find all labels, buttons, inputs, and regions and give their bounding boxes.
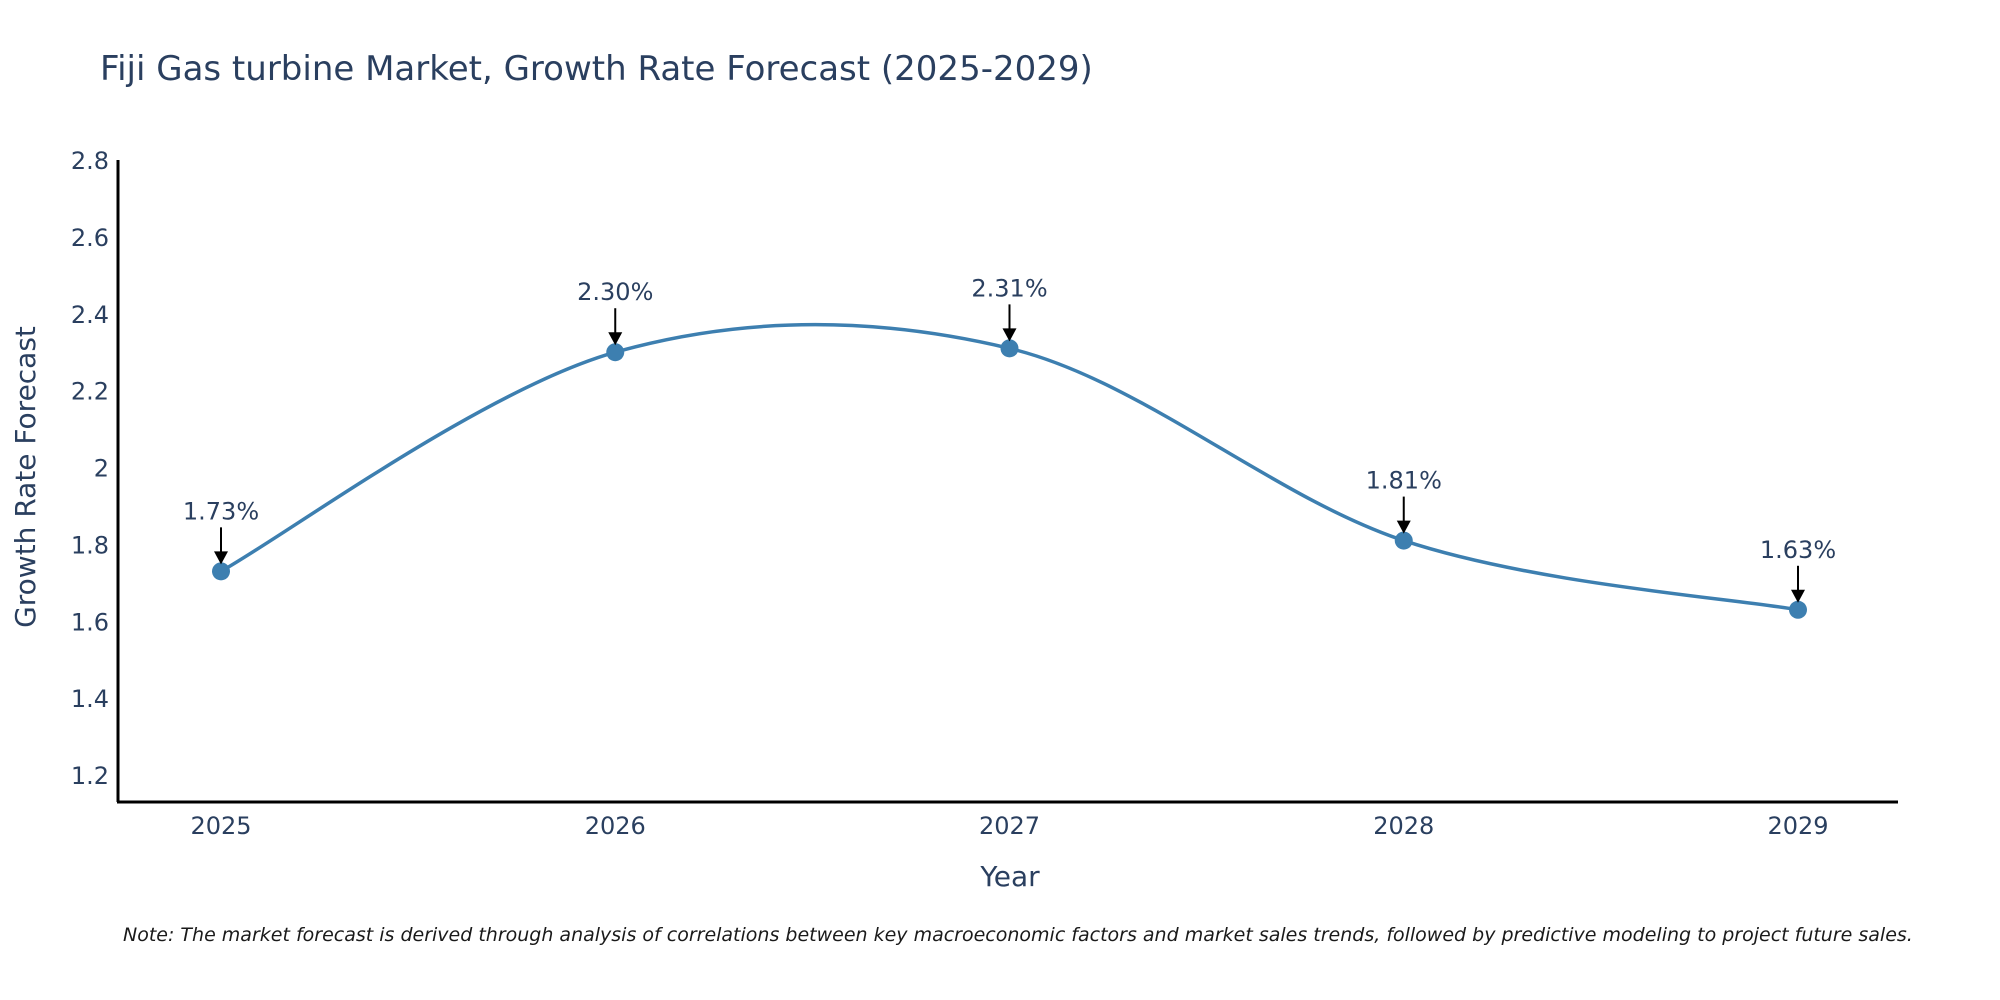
- y-tick-label: 1.8: [71, 531, 109, 559]
- chart-note: Note: The market forecast is derived thr…: [123, 924, 1913, 946]
- annotation-label: 1.63%: [1760, 536, 1836, 564]
- x-tick-label: 2027: [979, 812, 1040, 840]
- series-line: [220, 322, 1799, 612]
- y-tick-label: 2.2: [71, 378, 109, 406]
- annotation-arrow-head: [608, 332, 623, 346]
- annotation-label: 1.73%: [183, 497, 259, 525]
- y-tick-label: 2.8: [71, 147, 109, 175]
- annotation-label: 2.30%: [577, 278, 653, 306]
- annotation-label: 1.81%: [1366, 467, 1442, 495]
- data-point: [1000, 339, 1019, 358]
- annotation-arrow-head: [1002, 328, 1017, 342]
- data-point: [606, 343, 625, 362]
- data-point: [212, 562, 230, 581]
- x-tick-label: 2026: [585, 812, 646, 840]
- x-axis-ticks: 2025 2026 2027 2028 2029: [190, 812, 1828, 840]
- data-annotations: 1.73% 2.30% 2.31% 1.81% 1.63%: [183, 274, 1836, 603]
- annotation-label: 2.31%: [971, 274, 1047, 302]
- y-tick-label: 2.4: [71, 301, 109, 329]
- y-tick-label: 2.6: [71, 224, 109, 252]
- annotation-arrow-head: [1791, 589, 1805, 603]
- x-tick-label: 2025: [190, 812, 251, 840]
- y-axis-title: Growth Rate Forecast: [9, 326, 42, 628]
- x-tick-label: 2028: [1373, 812, 1434, 840]
- y-tick-label: 1.4: [71, 685, 109, 713]
- annotation-arrow-head: [1396, 520, 1411, 534]
- x-tick-label: 2029: [1767, 812, 1828, 840]
- annotation-arrow-head: [214, 551, 228, 565]
- chart-title: Fiji Gas turbine Market, Growth Rate For…: [100, 49, 1093, 89]
- data-point: [1789, 600, 1807, 619]
- y-tick-label: 2: [94, 455, 109, 483]
- data-markers: [212, 339, 1807, 619]
- x-axis-title: Year: [979, 860, 1040, 893]
- data-point: [1394, 531, 1413, 550]
- y-tick-label: 1.6: [71, 608, 109, 636]
- y-axis-ticks: 1.2 1.4 1.6 1.8 2 2.2 2.4 2.6 2.8: [71, 147, 109, 790]
- y-tick-label: 1.2: [71, 762, 109, 790]
